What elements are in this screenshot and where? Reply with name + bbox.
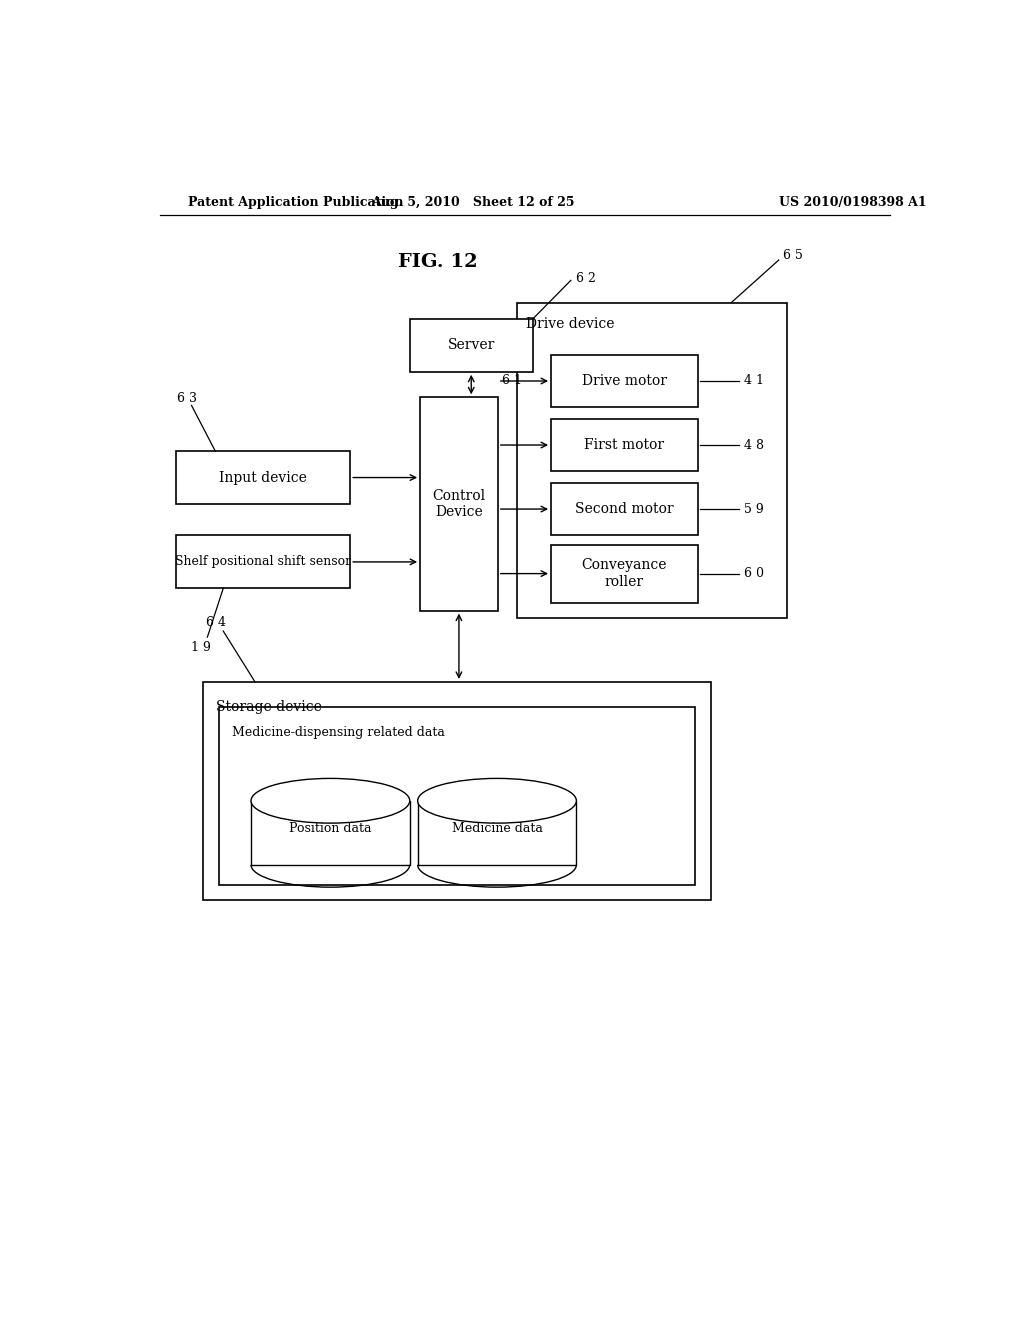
Text: 1 9: 1 9 bbox=[191, 640, 211, 653]
Text: 6 5: 6 5 bbox=[782, 249, 803, 263]
Text: Medicine data: Medicine data bbox=[452, 822, 543, 834]
Bar bbox=[219, 708, 695, 886]
Ellipse shape bbox=[251, 779, 410, 824]
Text: Conveyance
roller: Conveyance roller bbox=[582, 558, 668, 589]
Bar bbox=[410, 319, 532, 372]
Text: 6 3: 6 3 bbox=[177, 392, 198, 405]
Text: 6 0: 6 0 bbox=[743, 568, 764, 579]
Text: Patent Application Publication: Patent Application Publication bbox=[187, 195, 403, 209]
Bar bbox=[176, 536, 350, 589]
Bar bbox=[204, 682, 712, 900]
Text: Position data: Position data bbox=[289, 822, 372, 834]
Bar bbox=[176, 451, 350, 504]
Text: 6 2: 6 2 bbox=[577, 272, 596, 285]
Text: Medicine-dispensing related data: Medicine-dispensing related data bbox=[232, 726, 444, 739]
Text: 4 1: 4 1 bbox=[743, 375, 764, 388]
Polygon shape bbox=[418, 801, 577, 865]
Text: US 2010/0198398 A1: US 2010/0198398 A1 bbox=[778, 195, 927, 209]
Bar bbox=[551, 483, 697, 536]
Text: 4 8: 4 8 bbox=[743, 438, 764, 451]
Bar bbox=[551, 418, 697, 471]
Polygon shape bbox=[251, 801, 410, 865]
Text: 6 4: 6 4 bbox=[206, 616, 225, 630]
Text: 5 9: 5 9 bbox=[743, 503, 764, 516]
Bar bbox=[517, 302, 786, 618]
Text: Second motor: Second motor bbox=[575, 502, 674, 516]
Bar bbox=[420, 397, 498, 611]
Ellipse shape bbox=[418, 779, 577, 824]
Text: 6 1: 6 1 bbox=[502, 374, 522, 387]
Text: Server: Server bbox=[447, 338, 495, 352]
Text: Control
Device: Control Device bbox=[432, 488, 485, 519]
Text: Aug. 5, 2010   Sheet 12 of 25: Aug. 5, 2010 Sheet 12 of 25 bbox=[372, 195, 574, 209]
Text: Drive motor: Drive motor bbox=[582, 374, 667, 388]
Text: First motor: First motor bbox=[585, 438, 665, 451]
Bar bbox=[551, 545, 697, 602]
Text: Storage device: Storage device bbox=[216, 700, 322, 714]
Text: Shelf positional shift sensor: Shelf positional shift sensor bbox=[175, 556, 351, 569]
Text: Input device: Input device bbox=[219, 470, 307, 484]
Bar bbox=[551, 355, 697, 408]
Text: FIG. 12: FIG. 12 bbox=[397, 253, 477, 271]
Text: Drive device: Drive device bbox=[526, 317, 614, 331]
